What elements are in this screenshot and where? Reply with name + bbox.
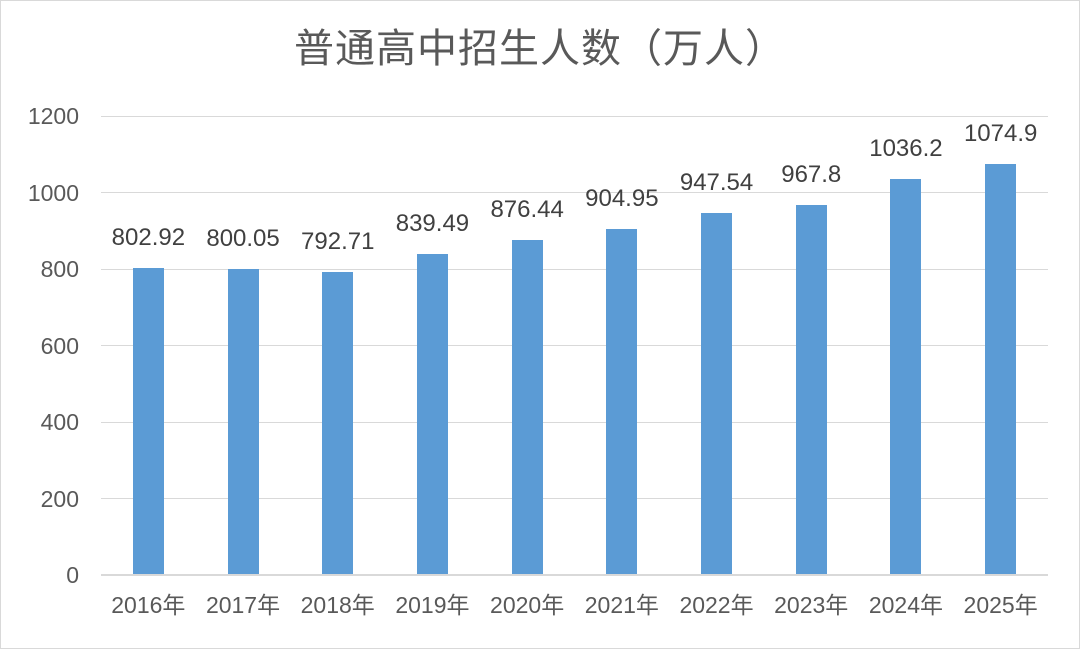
bar-2019年 xyxy=(416,253,448,575)
data-label-2021年: 904.95 xyxy=(585,184,659,212)
data-label-2016年: 802.92 xyxy=(111,223,186,251)
gridline-800 xyxy=(101,268,1048,270)
bar-2025年 xyxy=(985,163,1017,575)
x-tick-label-2021年: 2021年 xyxy=(584,592,659,618)
x-tick-label-2017年: 2017年 xyxy=(205,592,281,618)
bar-2016年 xyxy=(132,267,164,575)
x-tick-label-2023年: 2023年 xyxy=(774,592,849,618)
y-tick-label-400: 400 xyxy=(40,409,79,435)
data-label-2022年: 947.54 xyxy=(679,168,754,196)
y-tick-label-0: 0 xyxy=(66,562,79,588)
y-tick-label-800: 800 xyxy=(40,256,79,282)
y-tick-label-1000: 1000 xyxy=(27,179,79,206)
chart-title: 普通高中招生人数（万人） xyxy=(294,26,786,72)
data-label-2019年: 839.49 xyxy=(395,209,470,237)
x-tick-label-2022年: 2022年 xyxy=(679,592,754,618)
plot-area: 802.92 800.05 792.71 839.49 876.44 904.95 947.… xyxy=(101,115,1048,576)
gridline-1200 xyxy=(101,115,1048,117)
y-tick-label-1200: 1200 xyxy=(27,103,79,129)
gridline-600 xyxy=(101,345,1048,346)
x-tick-label-2019年: 2019年 xyxy=(395,592,470,618)
x-axis-line xyxy=(101,574,1048,576)
x-tick-label-2024年: 2024年 xyxy=(868,592,944,618)
bar-2022年 xyxy=(701,212,733,575)
x-tick-label-2020年: 2020年 xyxy=(490,592,565,618)
bar-2018年 xyxy=(322,271,354,575)
x-tick-label-2025年: 2025年 xyxy=(963,592,1038,618)
bar-2023年 xyxy=(795,204,827,575)
bar-2021年 xyxy=(606,228,638,575)
y-tick-label-600: 600 xyxy=(40,332,79,359)
data-label-2020年: 876.44 xyxy=(490,195,564,223)
x-tick-label-2016年: 2016年 xyxy=(111,592,186,618)
x-tick-label-2018年: 2018年 xyxy=(300,592,375,618)
bar-2024年 xyxy=(890,178,922,575)
data-label-2025年: 1074.9 xyxy=(963,119,1038,147)
data-label-2024年: 1036.2 xyxy=(869,134,943,162)
data-label-2018年: 792.71 xyxy=(301,227,375,255)
gridline-400 xyxy=(101,421,1048,423)
data-label-2017年: 800.05 xyxy=(206,224,280,252)
gridline-200 xyxy=(101,498,1048,499)
y-tick-label-200: 200 xyxy=(40,485,79,512)
gridline-1000 xyxy=(101,192,1048,193)
bar-2020年 xyxy=(511,239,543,575)
data-label-2023年: 967.8 xyxy=(781,160,842,188)
bar-2017年 xyxy=(227,268,259,575)
